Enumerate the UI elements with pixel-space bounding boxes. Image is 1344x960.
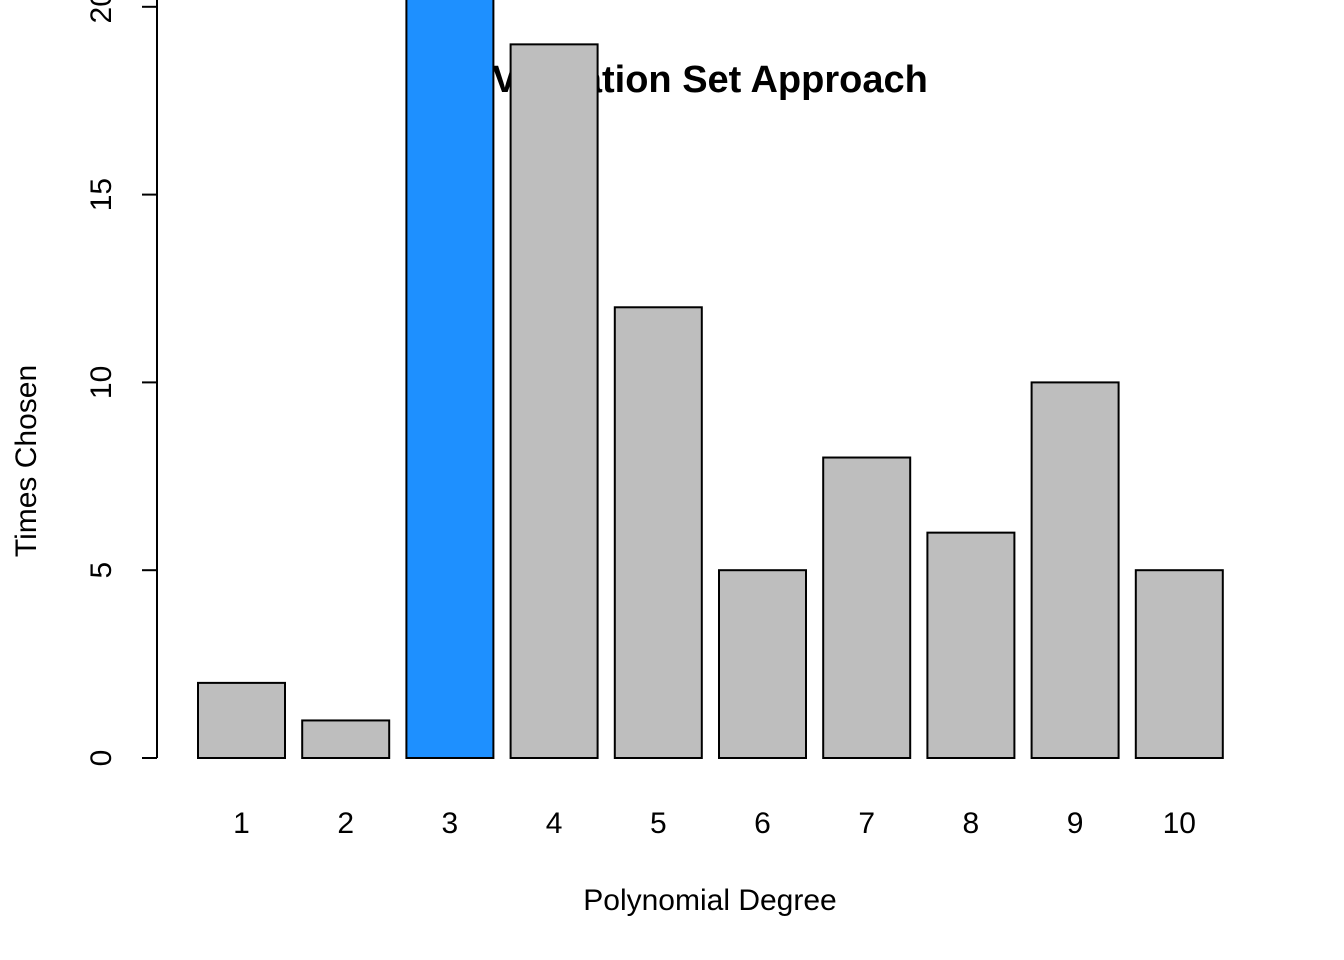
x-tick-label: 8 [963,807,980,840]
y-tick-label: 0 [85,750,118,767]
bar-4 [509,43,599,760]
bar-5 [613,306,703,759]
bar-2 [301,719,391,760]
x-tick-label: 5 [650,807,667,840]
x-tick-label: 4 [546,807,563,840]
x-tick-labels: 1 2 3 4 5 6 7 8 9 10 [233,807,1196,840]
x-tick-label: 10 [1163,807,1196,840]
x-tick-label: 6 [754,807,771,840]
x-tick-label: 3 [442,807,459,840]
y-tick-label: 10 [85,366,118,399]
y-axis-label: Times Chosen [10,365,43,557]
y-tick-label: 15 [85,178,118,211]
bars [197,0,1224,760]
bar-7 [822,456,912,759]
bar-9 [1030,381,1120,759]
x-tick-label: 2 [337,807,354,840]
x-tick-label: 7 [858,807,875,840]
bar-8 [926,531,1016,760]
x-axis-label: Polynomial Degree [583,884,836,917]
bar-6 [718,569,807,760]
x-tick-label: 1 [233,807,250,840]
bar-1 [197,681,286,760]
y-tick-label: 5 [85,562,118,579]
x-tick-label: 9 [1067,807,1084,840]
bar-10 [1134,569,1224,760]
bar-3 [405,0,495,760]
y-tick-label: 20 [85,0,118,23]
y-axis: 051015202530 [85,0,158,767]
